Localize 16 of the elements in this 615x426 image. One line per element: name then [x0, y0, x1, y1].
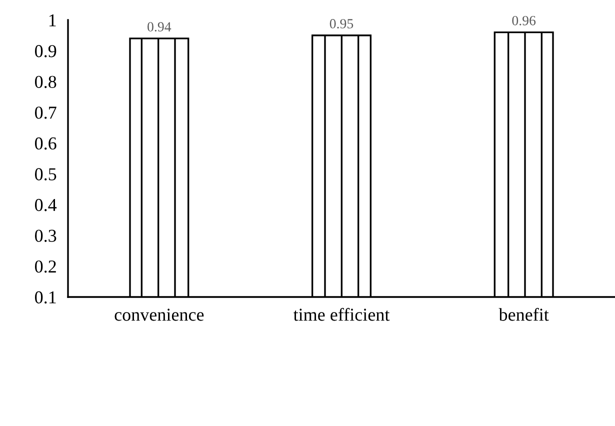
y-tick-label: 0.2 [35, 260, 56, 273]
data-label: 0.96 [512, 16, 536, 26]
data-label: 0.94 [148, 22, 172, 32]
y-tick-label: 0.6 [35, 137, 56, 150]
y-tick-label: 1 [49, 14, 56, 26]
y-tick-label: 0.7 [35, 106, 56, 119]
x-tick-label: time efficient [293, 308, 390, 321]
y-tick-label: 0.9 [35, 45, 56, 58]
y-tick-label: 0.1 [35, 291, 56, 304]
x-tick-label: benefit [498, 308, 549, 321]
y-tick-label: 0.8 [35, 76, 56, 88]
y-tick-label: 0.4 [35, 198, 57, 212]
y-tick-label: 0.5 [35, 168, 56, 180]
data-label: 0.95 [330, 19, 354, 28]
y-tick-label: 0.3 [35, 230, 56, 242]
x-tick-label: convenience [114, 308, 204, 321]
